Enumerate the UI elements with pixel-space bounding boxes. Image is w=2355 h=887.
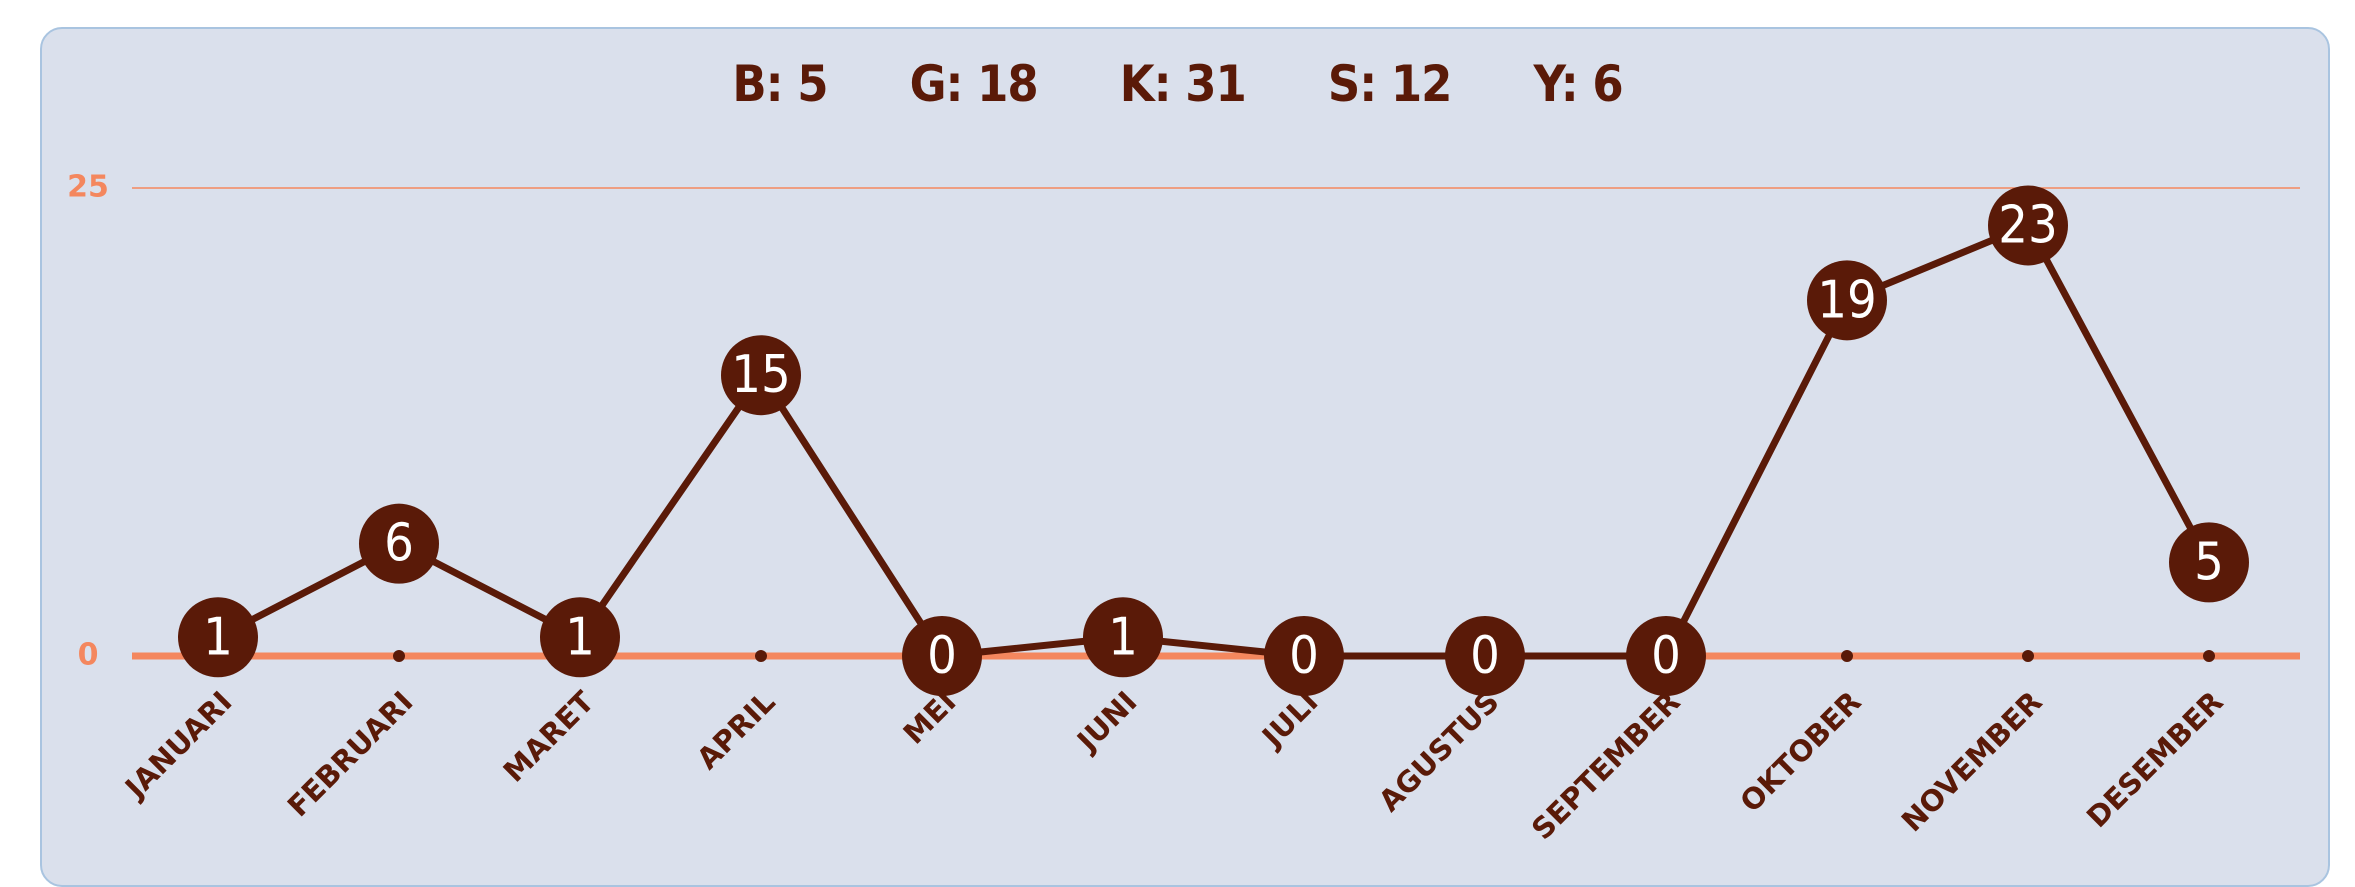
- x-tick-label: NOVEMBER: [1895, 685, 2049, 839]
- point: [1988, 185, 2068, 266]
- x-tick-dot: [755, 650, 767, 662]
- y-tick-label: 25: [67, 170, 109, 205]
- header-stat: G: 18: [909, 55, 1039, 113]
- x-tick-label: OKTOBER: [1733, 685, 1867, 819]
- value-label: 1: [203, 607, 233, 667]
- value-label: 0: [1470, 626, 1500, 686]
- value-label: 6: [384, 514, 414, 574]
- value-label: 0: [927, 626, 957, 686]
- x-tick-label: APRIL: [690, 685, 781, 776]
- x-tick-dot: [1841, 650, 1853, 662]
- point: [721, 335, 801, 416]
- point: [1445, 616, 1525, 696]
- chart-card: [40, 27, 2330, 887]
- value-label: 5: [2194, 532, 2224, 592]
- point: [1083, 597, 1163, 678]
- point: [1264, 616, 1344, 696]
- header-stat: Y: 6: [1533, 55, 1623, 113]
- x-tick-dot: [2203, 650, 2215, 662]
- point: [540, 597, 620, 678]
- value-label: 15: [731, 345, 791, 405]
- value-label: 0: [1289, 626, 1319, 686]
- line: [216, 221, 2213, 660]
- value-label: 19: [1817, 270, 1877, 330]
- point: [2169, 522, 2249, 603]
- y-tick-label: 0: [78, 638, 99, 673]
- header-stat: B: 5: [732, 55, 828, 113]
- x-tick-label: SEPTEMBER: [1525, 685, 1687, 847]
- value-label: 1: [1108, 607, 1138, 667]
- x-tick-dot: [2022, 650, 2034, 662]
- header-stat: S: 12: [1327, 55, 1453, 113]
- point: [902, 616, 982, 696]
- point: [359, 503, 439, 584]
- x-tick-label: MARET: [496, 684, 600, 788]
- point: [178, 597, 258, 678]
- header-stat: K: 31: [1119, 55, 1247, 113]
- x-tick-label: JULI: [1254, 685, 1324, 755]
- x-tick-label: JUNI: [1069, 685, 1144, 760]
- x-tick-label: AGUSTUS: [1372, 685, 1506, 819]
- header: B: 5 G: 18 K: 31 S: 12 Y: 6: [0, 55, 2355, 113]
- x-tick-label: FEBRUARI: [281, 685, 420, 824]
- x-tick-label: DESEMBER: [2080, 685, 2230, 835]
- value-label: 1: [565, 607, 595, 667]
- page: B: 5 G: 18 K: 31 S: 12 Y: 6 0 25 JANUARI FEBRUA…: [0, 27, 2355, 887]
- point: [1626, 616, 1706, 696]
- value-label: 23: [1998, 195, 2058, 255]
- value-label: 0: [1651, 626, 1681, 686]
- point: [1807, 260, 1887, 341]
- x-tick-label: JANUARI: [117, 685, 238, 806]
- x-tick-dot: [393, 650, 405, 662]
